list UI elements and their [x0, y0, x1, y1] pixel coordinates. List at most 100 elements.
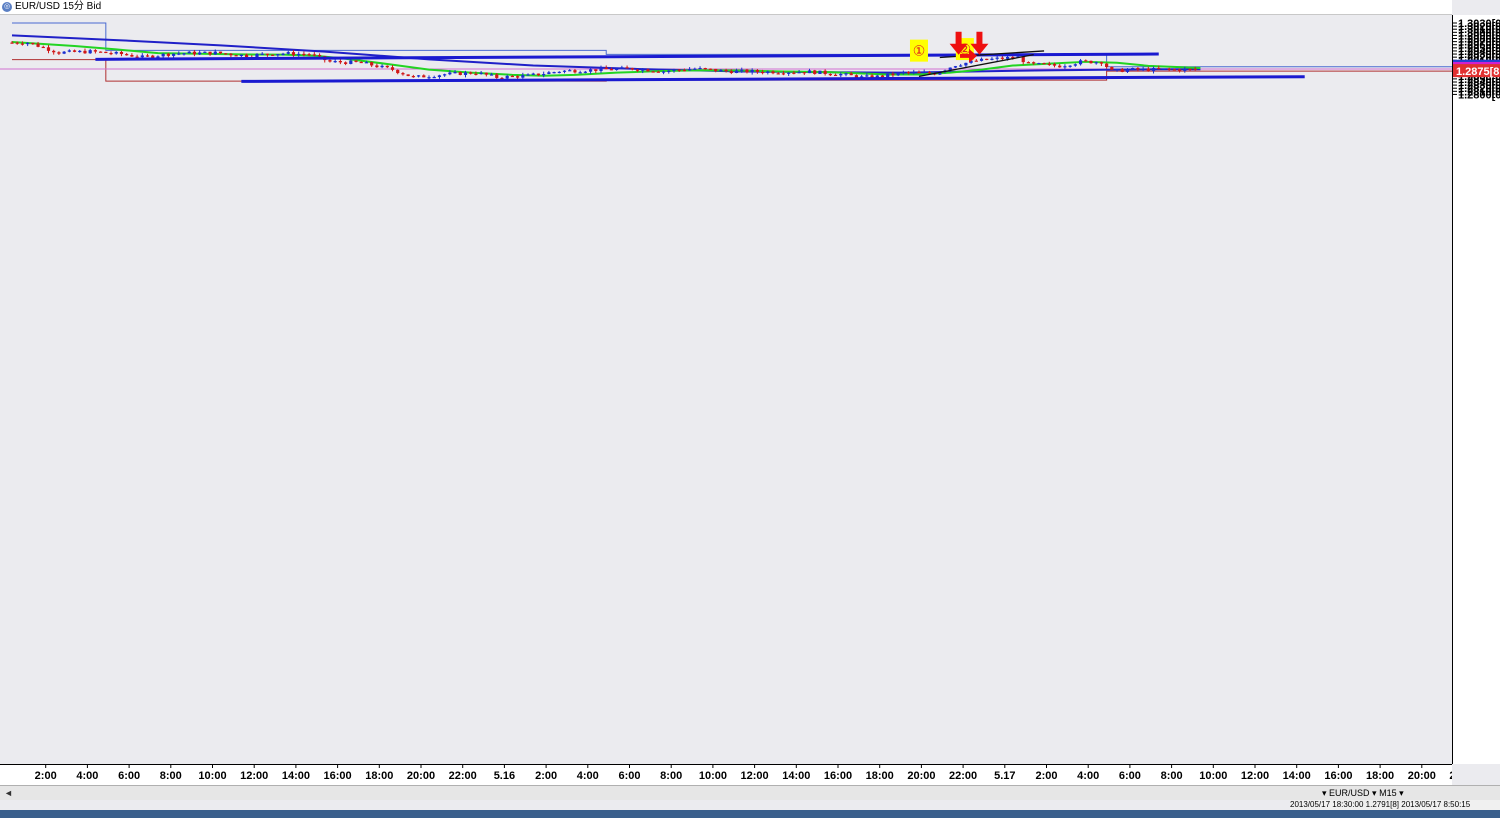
- candle-down: [927, 72, 931, 74]
- candle-up: [875, 75, 879, 79]
- candle-down: [411, 76, 415, 78]
- candle-up: [364, 62, 369, 64]
- candle-down: [166, 53, 170, 56]
- candle-up: [562, 70, 567, 72]
- candle-down: [1021, 56, 1025, 63]
- candle-down: [1172, 69, 1176, 71]
- candle-up: [969, 60, 973, 63]
- candle-down: [854, 75, 859, 78]
- candle-up: [995, 57, 999, 59]
- candle-up: [1151, 67, 1156, 72]
- candle-down: [677, 69, 681, 71]
- candle-up: [1115, 68, 1119, 71]
- right-arrow-icon: [960, 48, 978, 63]
- candle-up: [886, 73, 890, 78]
- candle-down: [495, 74, 499, 78]
- candle-up: [542, 74, 546, 76]
- candle-down: [83, 50, 87, 54]
- candle-up: [526, 74, 530, 76]
- candle-up: [443, 74, 447, 76]
- candle-down: [1000, 57, 1004, 59]
- time-tick-label: 16:00: [324, 770, 352, 782]
- candle-down: [974, 60, 978, 62]
- candle-down: [906, 71, 911, 74]
- time-tick-label: 10:00: [699, 770, 727, 782]
- candle-down: [792, 72, 796, 74]
- candle-down: [708, 68, 713, 70]
- price-tick-label: 1.3020[0: [1458, 21, 1500, 33]
- annotation-marker-1: ①: [909, 39, 928, 62]
- candle-up: [380, 65, 384, 68]
- candle-down: [714, 68, 718, 72]
- candle-down: [651, 71, 655, 73]
- candle-down: [849, 73, 853, 76]
- candle-down: [828, 74, 832, 76]
- timeframe-selector[interactable]: ▾ EUR/USD ▾ M15 ▾: [1322, 788, 1404, 798]
- candle-down: [833, 74, 838, 77]
- time-tick-label: 20:00: [407, 770, 435, 782]
- candle-up: [588, 69, 593, 72]
- candle-down: [41, 46, 45, 49]
- candle-up: [860, 76, 864, 78]
- candle-down: [458, 72, 462, 75]
- candle-down: [218, 51, 223, 54]
- candle-down: [328, 60, 332, 62]
- time-tick-label: 4:00: [1077, 770, 1099, 782]
- status-bar: ◄ ▾ EUR/USD ▾ M15 ▾ 2013/05/17 18:30:00: [0, 785, 1500, 800]
- candle-up: [213, 51, 217, 55]
- annotation-background: [909, 39, 928, 62]
- price-label-text: 1.2875[8: [1456, 66, 1499, 78]
- candle-up: [453, 72, 457, 74]
- candle-down: [385, 65, 389, 68]
- price-tick-label: 1.3000[0: [1458, 27, 1500, 39]
- candle-down: [1032, 62, 1036, 64]
- time-tick-label: 10:00: [198, 770, 226, 782]
- candle-up: [620, 67, 624, 69]
- candle-up: [1183, 68, 1187, 71]
- candle-up: [547, 72, 551, 75]
- candle-down: [104, 51, 108, 54]
- candle-down: [317, 54, 322, 57]
- candle-down: [813, 70, 817, 74]
- chart-title-bar[interactable]: ◎ EUR/USD 15分 Bid: [0, 0, 1452, 15]
- time-tick-label: 8:00: [160, 770, 182, 782]
- candle-up: [479, 72, 483, 74]
- scroll-left-button[interactable]: ◄: [4, 788, 13, 798]
- candle-up: [693, 68, 697, 70]
- candle-down: [870, 75, 874, 79]
- candle-down: [1084, 60, 1088, 62]
- candle-up: [672, 69, 676, 71]
- candle-up: [531, 73, 535, 75]
- candle-down: [208, 51, 212, 55]
- candle-down: [224, 53, 228, 55]
- time-tick-label: 12:00: [741, 770, 769, 782]
- candle-up: [734, 70, 739, 74]
- candle-down: [57, 52, 61, 54]
- candle-up: [255, 53, 259, 58]
- candle-up: [276, 54, 280, 56]
- cursor-price-readout: 1.2791[8]: [1365, 800, 1400, 809]
- candle-up: [333, 61, 337, 63]
- candle-down: [359, 61, 363, 64]
- candle-down: [234, 55, 238, 57]
- time-tick-label: 16:00: [824, 770, 852, 782]
- candle-down: [1058, 65, 1062, 68]
- time-tick-label: 6:00: [1119, 770, 1141, 782]
- candle-down: [474, 73, 478, 75]
- candle-down: [891, 73, 895, 76]
- candle-down: [469, 72, 473, 74]
- candle-up: [297, 53, 301, 56]
- candle-down: [302, 53, 306, 56]
- candle-up: [432, 77, 436, 79]
- candle-down: [271, 54, 275, 56]
- candle-up: [1063, 66, 1067, 68]
- candle-down: [72, 50, 77, 52]
- candle-up: [114, 51, 118, 54]
- candle-up: [286, 52, 290, 54]
- symbol-label: EUR/USD: [1329, 788, 1370, 798]
- candle-up: [416, 75, 421, 77]
- time-axis: 2:00 4:00 6:00 8:00 10:00 12:00 14:00 16:00 18:0…: [0, 764, 1452, 785]
- candle-up: [583, 71, 587, 73]
- candle-down: [265, 53, 270, 55]
